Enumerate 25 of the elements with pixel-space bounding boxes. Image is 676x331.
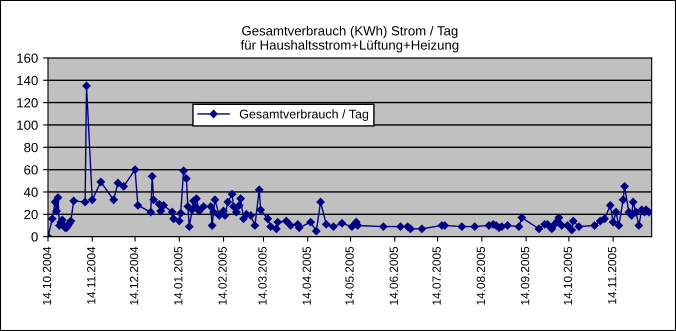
chart-title: Gesamtverbrauch (KWh) Strom / Tag für Haushaltsstrom+Lüftung+Heizung: [240, 26, 458, 52]
x-tick-label: 14.02.2005: [218, 246, 227, 305]
y-tick-label: 120: [17, 98, 38, 108]
y-tick-label: 100: [17, 120, 38, 130]
x-tick-label: 14.03.2005: [258, 246, 267, 305]
legend-label: Gesamtverbrauch / Tag: [240, 109, 368, 121]
x-tick-label: 14.09.2005: [520, 246, 530, 305]
x-tick-label: 14.11.2005: [608, 246, 616, 304]
y-tick-label: 40: [24, 188, 38, 197]
x-tick-label: 14.10.2004: [42, 246, 52, 305]
y-tick-label: 20: [24, 210, 38, 220]
x-tick-label: 14.11.2004: [87, 246, 96, 304]
x-tick-label: 14.06.2005: [390, 246, 398, 305]
x-tick-label: 14.05.2005: [345, 246, 354, 305]
y-tick-label: 80: [24, 142, 38, 152]
y-tick-label: 140: [17, 76, 38, 86]
x-tick-label: 14.04.2005: [302, 246, 311, 305]
x-tick-label: 14.10.2005: [564, 246, 572, 305]
y-tick-label: 160: [17, 53, 38, 63]
x-tick-label: 14.08.2005: [476, 246, 486, 305]
y-tick-label: 60: [24, 165, 38, 175]
x-tick-label: 14.07.2005: [432, 246, 441, 305]
x-tick-label: 14.01.2005: [174, 246, 182, 305]
x-tick-label: 14.12.2004: [130, 246, 138, 305]
y-tick-label: 0: [31, 232, 38, 242]
